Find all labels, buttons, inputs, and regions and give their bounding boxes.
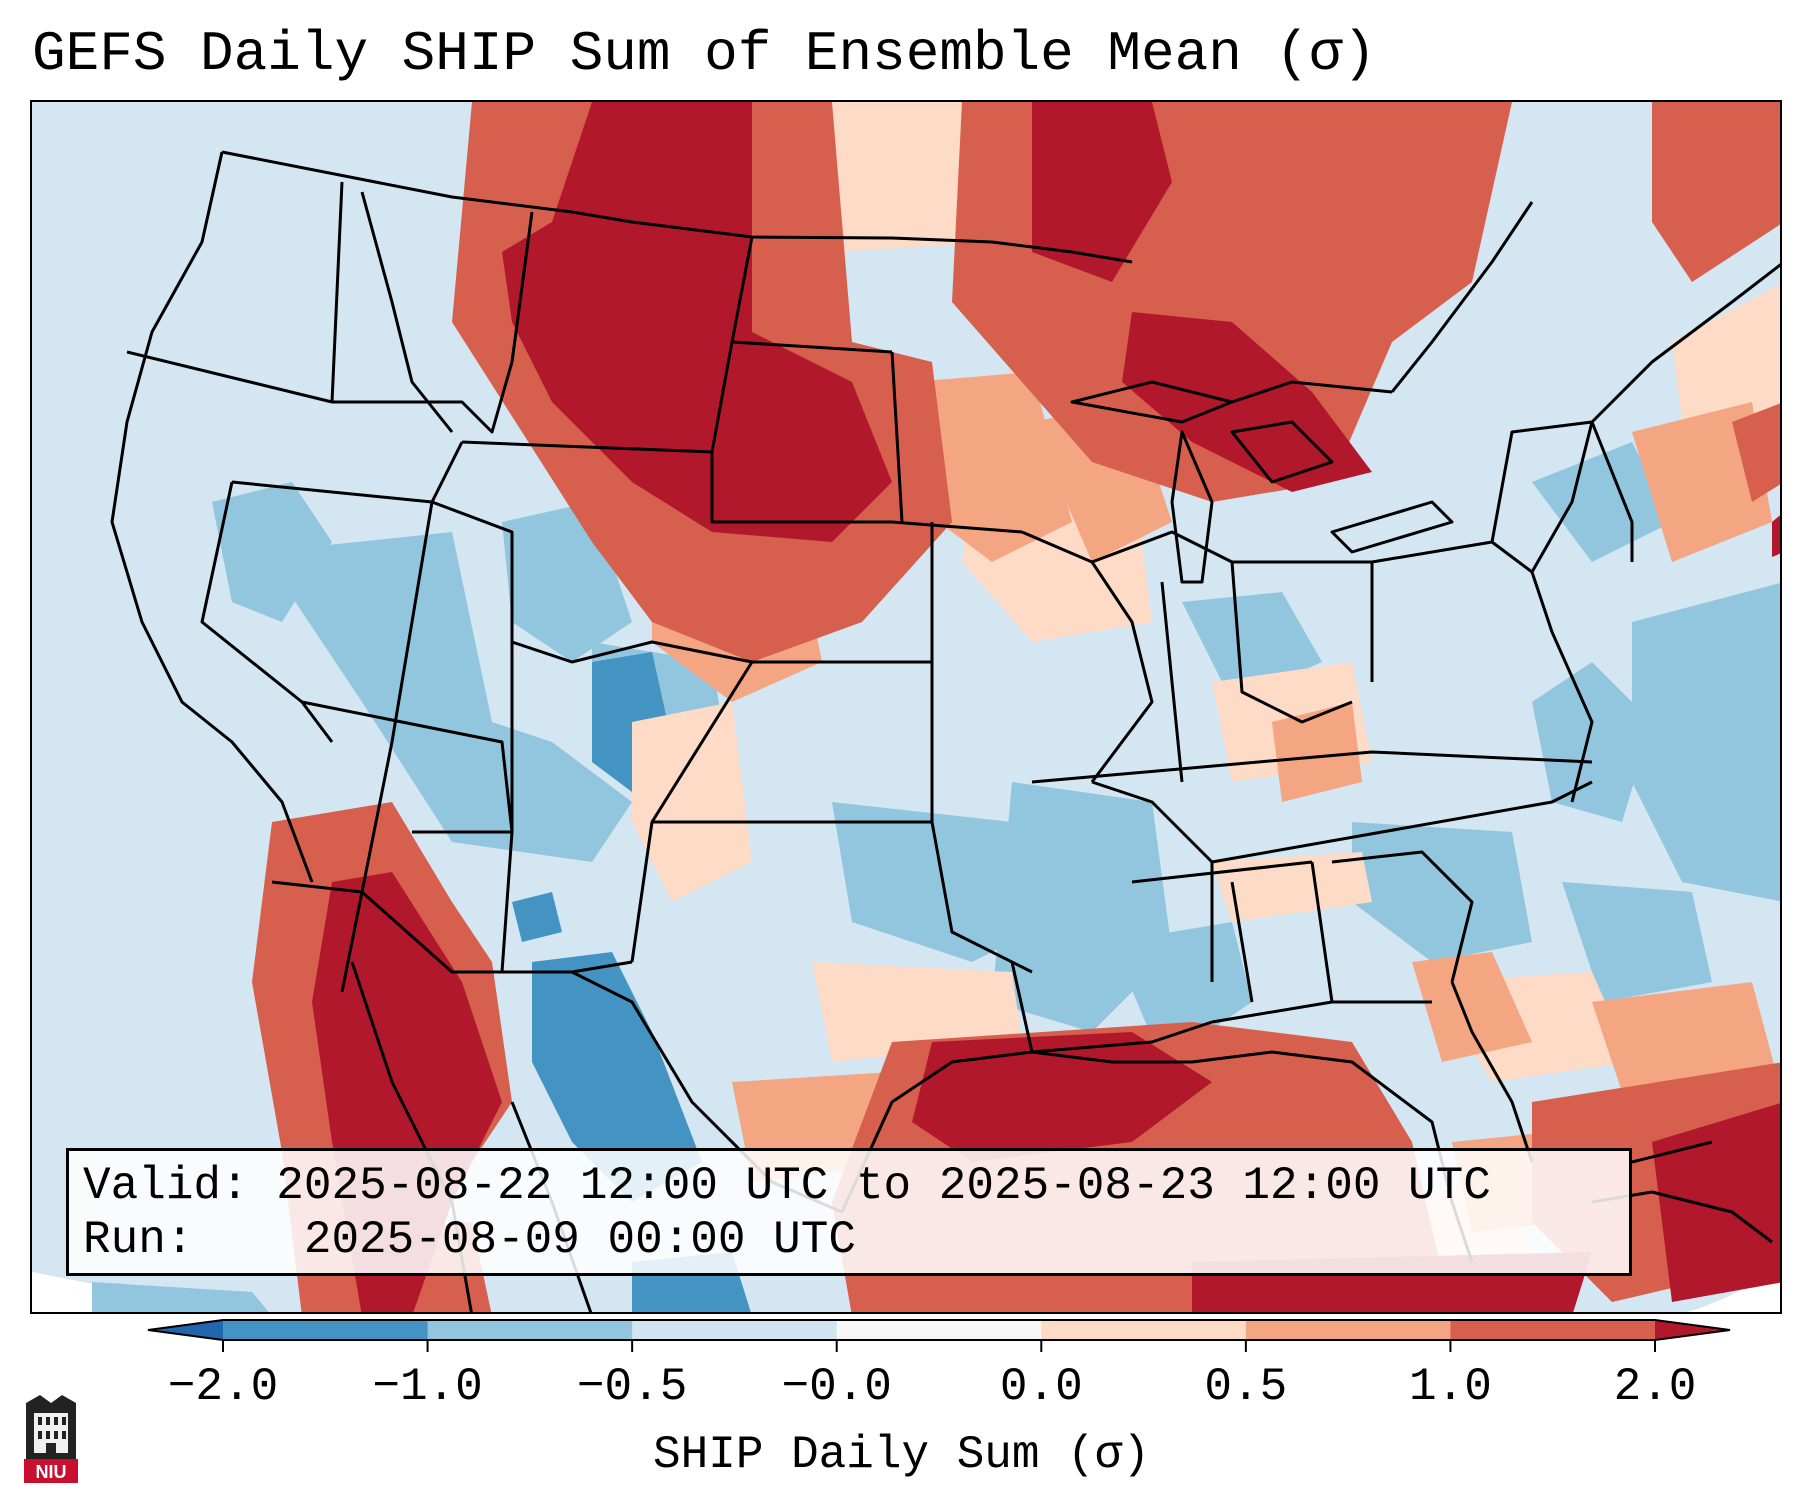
shaded-field-map bbox=[32, 102, 1780, 1312]
colorbar-tick-label: 1.0 bbox=[1409, 1361, 1492, 1413]
extremely-above-normal-areas bbox=[312, 102, 1780, 1312]
colorbar bbox=[147, 1319, 1731, 1352]
valid-value: 2025-08-22 12:00 UTC to 2025-08-23 12:00… bbox=[276, 1160, 1491, 1212]
domain-edge-left bbox=[32, 1272, 266, 1312]
political-boundaries bbox=[110, 150, 1780, 1312]
colorbar-tick-label: −0.5 bbox=[576, 1361, 688, 1413]
map-panel bbox=[30, 100, 1782, 1314]
colorbar-bin bbox=[1041, 1320, 1247, 1340]
colorbar-tick-label: 0.0 bbox=[999, 1361, 1083, 1413]
domain-edge-right bbox=[1687, 1264, 1780, 1312]
niu-logo: NIU bbox=[24, 1395, 78, 1483]
colorbar-tick-label: −0.0 bbox=[781, 1361, 892, 1413]
colorbar-bin bbox=[1450, 1320, 1656, 1340]
colorbar-bin bbox=[836, 1320, 1042, 1340]
run-info-box: Valid: 2025-08-22 12:00 UTC to 2025-08-2… bbox=[66, 1148, 1632, 1276]
colorbar-extend-high bbox=[1655, 1320, 1730, 1340]
colorbar-extend-low bbox=[148, 1320, 223, 1340]
run-label: Run: bbox=[83, 1214, 194, 1266]
colorbar-tick-label: 0.5 bbox=[1204, 1361, 1288, 1413]
valid-label: Valid: bbox=[83, 1160, 249, 1212]
colorbar-bin bbox=[427, 1320, 633, 1340]
below-normal-areas bbox=[92, 442, 1780, 1312]
colorbar-tick-label: −1.0 bbox=[372, 1361, 483, 1413]
svg-text:NIU: NIU bbox=[36, 1462, 67, 1482]
colorbar-tick-label: 2.0 bbox=[1613, 1361, 1697, 1413]
map-title: GEFS Daily SHIP Sum of Ensemble Mean (σ) bbox=[32, 22, 1377, 86]
run-line: Run: 2025-08-09 00:00 UTC bbox=[83, 1213, 1615, 1267]
colorbar-bin bbox=[632, 1320, 838, 1340]
valid-line: Valid: 2025-08-22 12:00 UTC to 2025-08-2… bbox=[83, 1159, 1615, 1213]
colorbar-bin bbox=[223, 1320, 429, 1340]
colorbar-tick-label: −2.0 bbox=[167, 1361, 279, 1413]
colorbar-bin bbox=[1245, 1320, 1451, 1340]
run-value: 2025-08-09 00:00 UTC bbox=[303, 1214, 856, 1266]
colorbar-label: SHIP Daily Sum (σ) bbox=[653, 1429, 1150, 1481]
